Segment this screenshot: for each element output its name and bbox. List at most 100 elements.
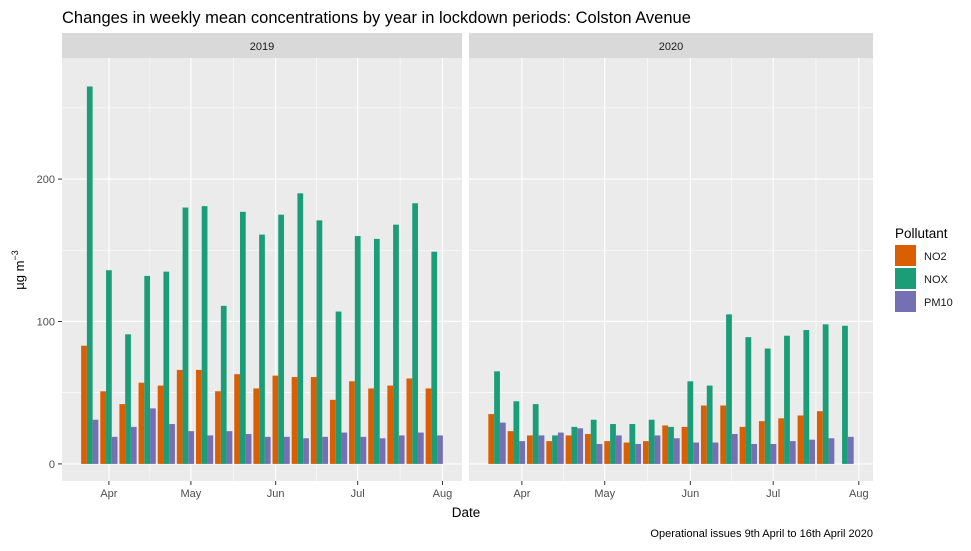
panel-2019-bars xyxy=(81,86,443,464)
bar-no2-2019 xyxy=(215,391,221,464)
x-tick-label: Apr xyxy=(100,488,117,500)
bar-pm10-2020 xyxy=(673,438,680,464)
strip-2020-label: 2020 xyxy=(659,41,683,53)
bar-no2-2020 xyxy=(604,441,611,464)
bar-no2-2020 xyxy=(623,442,630,464)
bar-no2-2020 xyxy=(816,411,823,464)
bar-no2-2020 xyxy=(642,441,649,464)
bar-no2-2020 xyxy=(565,435,572,464)
bar-pm10-2019 xyxy=(130,426,137,464)
bar-no2-2019 xyxy=(291,377,298,464)
y-axis-title-base: µg m xyxy=(12,261,27,290)
bar-no2-2019 xyxy=(81,345,87,464)
bar-no2-2020 xyxy=(584,434,591,464)
bar-nox-2019 xyxy=(144,275,151,464)
strip-2019-background xyxy=(62,33,462,58)
bar-pm10-2020 xyxy=(519,441,526,464)
panel-2020: 2020 xyxy=(469,33,873,481)
bar-nox-2020 xyxy=(513,401,520,464)
bar-pm10-2019 xyxy=(379,438,386,464)
legend-title: Pollutant xyxy=(895,226,948,241)
bar-pm10-2020 xyxy=(538,435,545,464)
x-tick-label: Jun xyxy=(681,488,699,500)
x-tick-label: Jul xyxy=(766,488,780,500)
bar-no2-2019 xyxy=(425,388,432,464)
y-tick-label: 100 xyxy=(37,316,55,328)
bar-nox-2019 xyxy=(431,251,438,464)
bar-nox-2020 xyxy=(784,335,790,464)
bar-pm10-2019 xyxy=(111,436,118,464)
x-tick-label: Aug xyxy=(433,488,453,500)
bar-pm10-2019 xyxy=(150,408,156,464)
strip-2019-label: 2019 xyxy=(250,41,274,53)
bar-nox-2020 xyxy=(629,424,636,464)
bar-nox-2020 xyxy=(745,337,752,464)
bar-no2-2019 xyxy=(310,377,317,464)
legend-swatch-no2 xyxy=(895,245,916,266)
bar-no2-2019 xyxy=(329,399,336,464)
panel-2019: 2019 xyxy=(62,33,462,481)
x-tick-label: Jul xyxy=(351,488,365,500)
bar-pm10-2020 xyxy=(615,435,622,464)
bar-pm10-2020 xyxy=(828,438,835,464)
bar-no2-2020 xyxy=(546,441,553,464)
y-tick-label: 0 xyxy=(49,459,55,471)
bar-nox-2020 xyxy=(648,419,655,464)
x-axis-2020: Apr May Jun Jul Aug xyxy=(513,481,869,500)
bar-pm10-2020 xyxy=(654,435,661,464)
bar-no2-2020 xyxy=(778,418,785,464)
chart-title: Changes in weekly mean concentrations by… xyxy=(62,9,691,27)
bar-pm10-2019 xyxy=(169,424,175,464)
bar-no2-2020 xyxy=(758,421,765,464)
y-tick-label: 200 xyxy=(37,174,55,186)
bar-no2-2020 xyxy=(681,426,688,464)
bar-pm10-2020 xyxy=(577,428,584,464)
bar-no2-2019 xyxy=(157,385,164,464)
bar-nox-2019 xyxy=(163,271,170,464)
legend-swatch-pm10 xyxy=(895,291,916,312)
bar-pm10-2019 xyxy=(417,432,424,464)
bar-nox-2019 xyxy=(354,236,361,464)
bar-pm10-2019 xyxy=(437,435,443,464)
bar-nox-2020 xyxy=(842,325,848,464)
bar-no2-2020 xyxy=(700,405,707,464)
bar-nox-2020 xyxy=(668,426,674,464)
bar-nox-2019 xyxy=(239,211,246,464)
bar-no2-2019 xyxy=(234,374,240,464)
bar-nox-2020 xyxy=(687,381,694,464)
bar-no2-2019 xyxy=(176,369,183,464)
bar-no2-2020 xyxy=(739,426,746,464)
bar-nox-2019 xyxy=(316,220,323,464)
bar-no2-2020 xyxy=(662,425,669,464)
bar-nox-2020 xyxy=(590,419,597,464)
bar-pm10-2019 xyxy=(264,436,271,464)
bar-pm10-2019 xyxy=(284,436,290,464)
bar-nox-2019 xyxy=(297,193,304,464)
bar-pm10-2019 xyxy=(341,432,348,464)
strip-2020-background xyxy=(469,33,873,58)
bar-pm10-2020 xyxy=(770,443,777,464)
legend-label-nox: NOX xyxy=(924,274,949,286)
bar-pm10-2019 xyxy=(360,436,367,464)
bar-pm10-2020 xyxy=(596,443,603,464)
x-tick-label: Apr xyxy=(513,488,530,500)
bar-nox-2020 xyxy=(494,371,500,464)
x-tick-label: May xyxy=(594,488,615,500)
legend-label-no2: NO2 xyxy=(924,251,947,263)
bar-pm10-2019 xyxy=(245,434,252,464)
legend-swatch-nox xyxy=(895,268,916,289)
y-axis-title-exponent: −3 xyxy=(10,250,20,260)
bar-nox-2019 xyxy=(278,214,285,464)
legend-items: NO2 NOX PM10 xyxy=(895,245,953,312)
bar-nox-2019 xyxy=(259,234,265,464)
bar-pm10-2020 xyxy=(635,443,642,464)
y-axis: 0 100 200 xyxy=(37,174,62,471)
bar-pm10-2019 xyxy=(226,431,233,464)
x-tick-label: May xyxy=(181,488,202,500)
bar-no2-2020 xyxy=(797,415,804,464)
bar-nox-2020 xyxy=(803,330,810,464)
bar-pm10-2020 xyxy=(809,439,816,464)
bar-pm10-2020 xyxy=(847,436,854,464)
bar-no2-2020 xyxy=(720,405,727,464)
